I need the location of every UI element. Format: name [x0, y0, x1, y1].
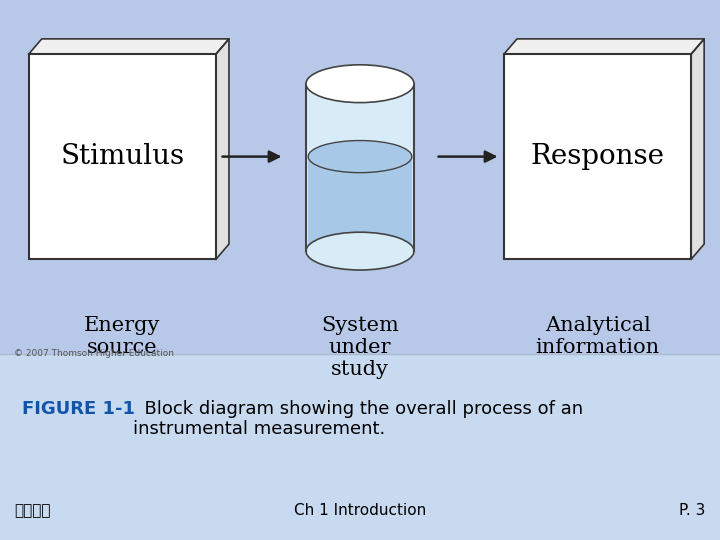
Polygon shape	[306, 84, 414, 251]
Text: System
under
study: System under study	[321, 316, 399, 379]
Polygon shape	[504, 39, 704, 54]
Text: Energy
source: Energy source	[84, 316, 161, 357]
Text: P. 3: P. 3	[679, 503, 706, 518]
Ellipse shape	[306, 65, 414, 103]
FancyBboxPatch shape	[29, 54, 216, 259]
Ellipse shape	[306, 232, 414, 270]
Text: Response: Response	[531, 143, 665, 170]
FancyBboxPatch shape	[0, 354, 720, 540]
Text: Block diagram showing the overall process of an
instrumental measurement.: Block diagram showing the overall proces…	[133, 400, 583, 438]
Text: Analytical
information: Analytical information	[536, 316, 660, 357]
Polygon shape	[308, 157, 412, 251]
Text: Ch 1 Introduction: Ch 1 Introduction	[294, 503, 426, 518]
Polygon shape	[216, 39, 229, 259]
Text: 歐亞書局: 歐亞書局	[14, 503, 51, 518]
Ellipse shape	[308, 140, 412, 173]
Text: Stimulus: Stimulus	[60, 143, 184, 170]
FancyBboxPatch shape	[504, 54, 691, 259]
Text: FIGURE 1-1: FIGURE 1-1	[22, 400, 135, 417]
Polygon shape	[29, 39, 229, 54]
Text: © 2007 Thomson Higher Education: © 2007 Thomson Higher Education	[14, 349, 174, 359]
FancyBboxPatch shape	[0, 0, 720, 354]
Polygon shape	[691, 39, 704, 259]
